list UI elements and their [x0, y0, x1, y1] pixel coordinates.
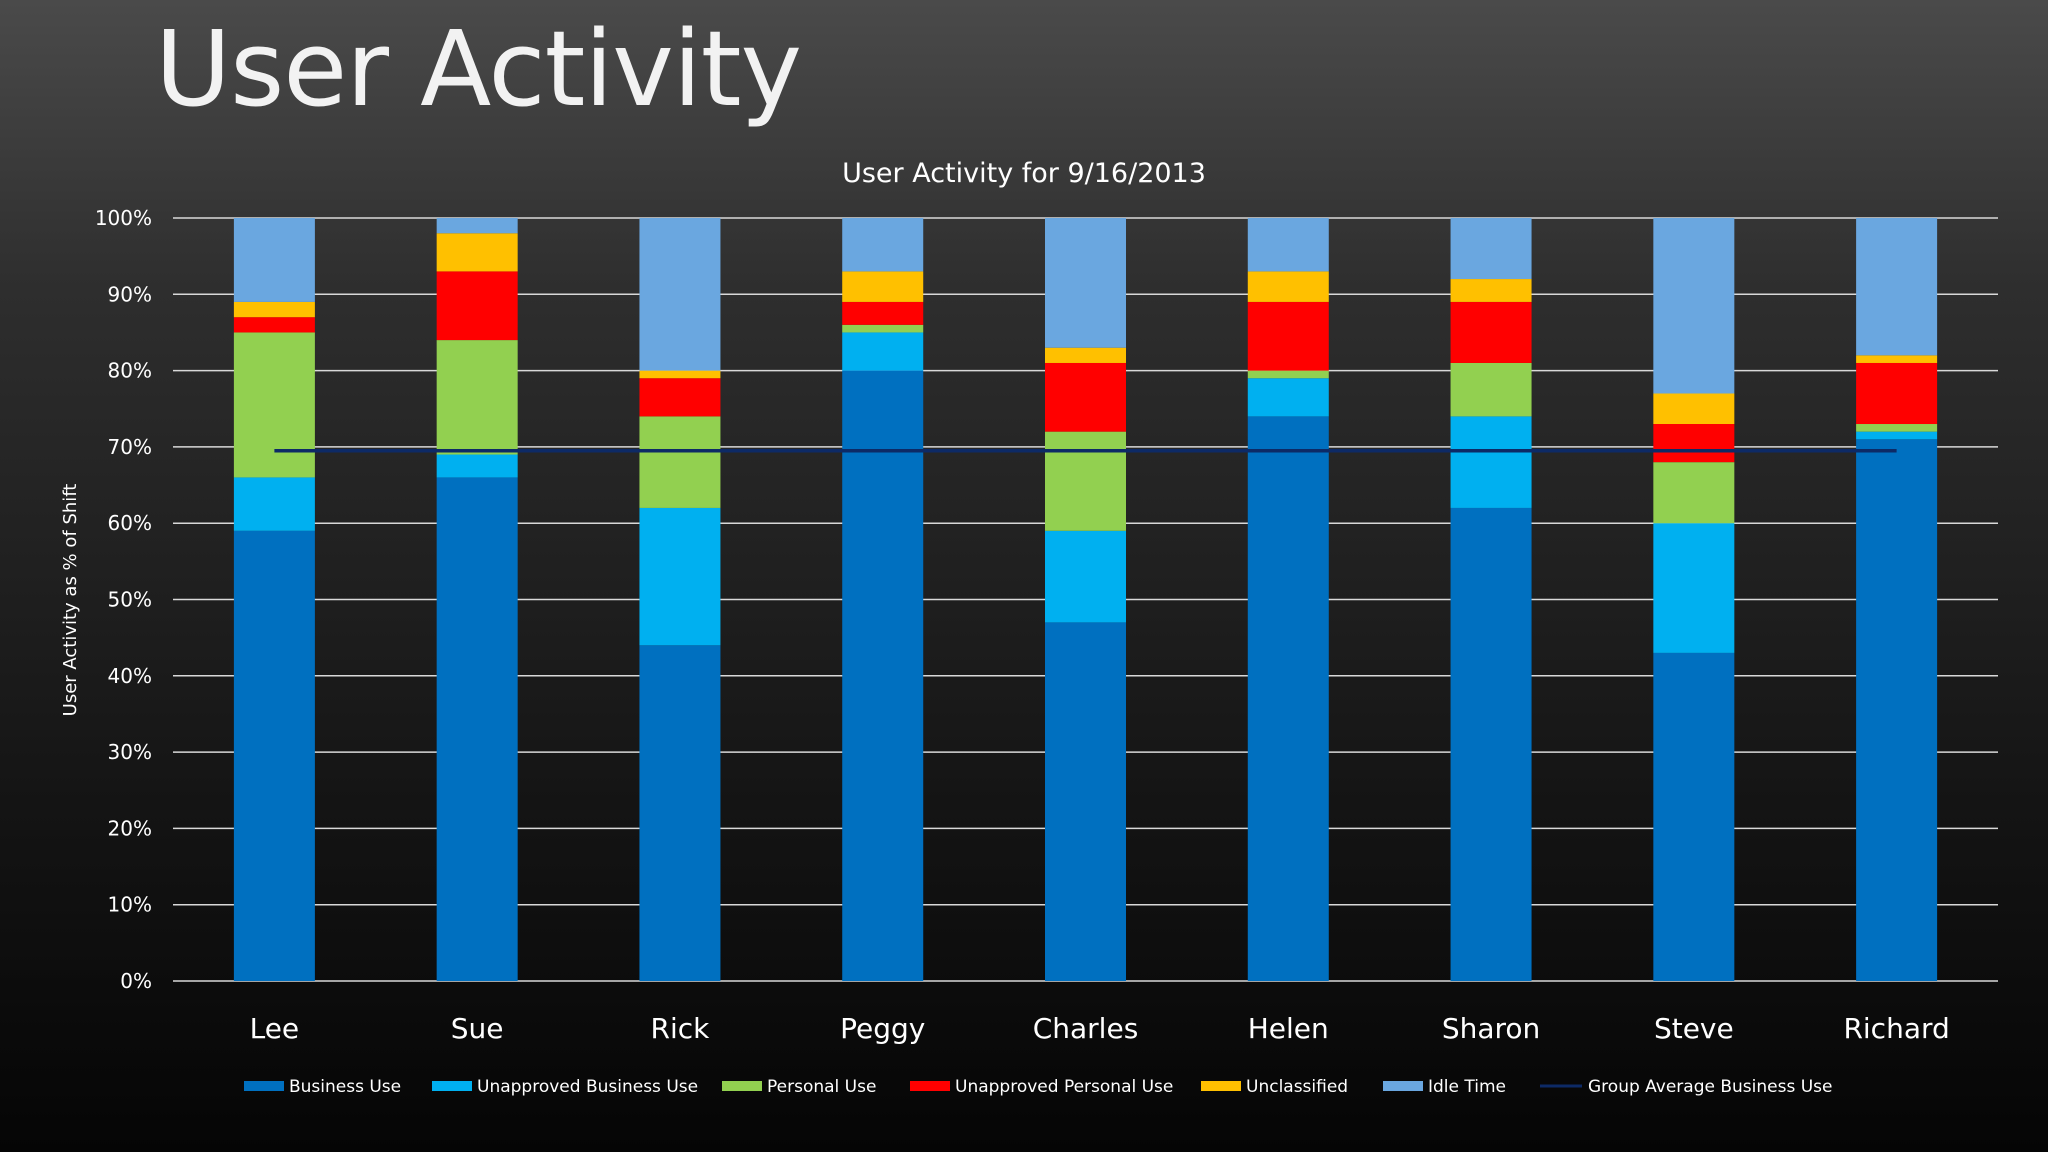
bar-segment: [1653, 523, 1735, 653]
bar-segment: [842, 324, 924, 333]
y-tick-label: 70%: [108, 435, 152, 459]
bar-segment: [233, 218, 315, 302]
x-tick-label: Rick: [651, 1012, 711, 1045]
y-tick-labels: 0% 10% 20% 30% 40% 50% 60% 70% 80% 90% 100%: [95, 206, 152, 993]
bar-segment: [1045, 431, 1126, 531]
legend-swatch: [244, 1081, 284, 1091]
bars: [233, 218, 1938, 982]
bar-segment: [842, 332, 924, 371]
bar-segment: [1045, 218, 1126, 348]
x-tick-label: Richard: [1843, 1012, 1949, 1045]
bar-segment: [233, 530, 315, 981]
bar-segment: [436, 233, 518, 272]
bar-segment: [639, 218, 721, 371]
x-tick-label: Helen: [1248, 1012, 1329, 1045]
bar-segment: [233, 317, 315, 333]
bar-segment: [639, 378, 721, 417]
bar-segment: [842, 271, 924, 302]
bar-segment: [1045, 530, 1126, 623]
bar-segment: [842, 301, 924, 325]
x-tick-label: Peggy: [840, 1012, 925, 1045]
bar-segment: [1653, 218, 1735, 394]
y-tick-label: 0%: [120, 969, 152, 993]
legend-swatch: [1383, 1081, 1423, 1091]
y-tick-label: 40%: [108, 664, 152, 688]
bar-segment: [1247, 301, 1329, 371]
bar-segment: [1247, 416, 1329, 981]
y-tick-label: 90%: [108, 282, 152, 306]
legend-swatch: [1201, 1081, 1241, 1091]
x-tick-label: Charles: [1033, 1012, 1139, 1045]
bar-segment: [639, 416, 721, 508]
bar-segment: [842, 218, 924, 272]
legend-label: Unclassified: [1246, 1077, 1348, 1097]
bar-segment: [1045, 622, 1126, 981]
bar-segment: [233, 301, 315, 318]
y-tick-label: 100%: [95, 206, 152, 230]
x-tick-label: Steve: [1654, 1012, 1734, 1045]
bar-segment: [1247, 370, 1329, 379]
bar-segment: [1653, 652, 1735, 981]
bar-segment: [436, 271, 518, 341]
x-tick-labels: Lee Sue Rick Peggy Charles Helen Sharon Steve Ri…: [250, 1012, 1950, 1045]
bar-segment: [1450, 218, 1532, 280]
x-tick-label: Sue: [451, 1012, 504, 1045]
legend-label: Group Average Business Use: [1588, 1077, 1833, 1097]
bar-segment: [1653, 462, 1735, 524]
bar-segment: [1450, 279, 1532, 302]
chart-title: User Activity for 9/16/2013: [842, 158, 1206, 189]
y-tick-label: 50%: [108, 588, 152, 612]
bar-segment: [1653, 424, 1735, 463]
bar-segment: [1856, 218, 1938, 356]
bar-segment: [1045, 347, 1126, 363]
bar-segment: [1450, 362, 1532, 417]
bar-segment: [436, 477, 518, 981]
x-tick-label: Sharon: [1442, 1012, 1540, 1045]
y-tick-label: 80%: [108, 359, 152, 383]
bar-segment: [1653, 393, 1735, 425]
y-tick-label: 60%: [108, 511, 152, 535]
legend-label: Personal Use: [767, 1077, 876, 1097]
bar-segment: [1856, 439, 1938, 981]
bar-segment: [436, 454, 518, 478]
bar-segment: [639, 507, 721, 646]
legend: Business Use Unapproved Business Use Perso…: [244, 1077, 1833, 1097]
y-tick-label: 20%: [108, 816, 152, 840]
legend-label: Business Use: [289, 1077, 401, 1097]
bar-segment: [1247, 271, 1329, 302]
bar-segment: [1247, 378, 1329, 417]
legend-label: Idle Time: [1428, 1077, 1506, 1097]
bar-segment: [1450, 507, 1532, 981]
bar-segment: [1856, 431, 1938, 440]
bar-segment: [1450, 301, 1532, 363]
bar-segment: [233, 332, 315, 478]
legend-swatch: [722, 1081, 762, 1091]
legend-swatch: [432, 1081, 472, 1091]
legend-label: Unapproved Personal Use: [955, 1077, 1173, 1097]
bar-segment: [436, 218, 518, 234]
bar-segment: [1856, 362, 1938, 425]
legend-swatch: [910, 1081, 950, 1091]
bar-segment: [639, 370, 721, 379]
bar-segment: [1856, 424, 1938, 432]
bar-segment: [233, 477, 315, 531]
bar-segment: [1450, 416, 1532, 508]
bar-segment: [1045, 362, 1126, 432]
bar-segment: [1247, 218, 1329, 272]
bar-segment: [1856, 355, 1938, 363]
bar-segment: [639, 645, 721, 981]
y-tick-label: 10%: [108, 893, 152, 917]
bar-segment: [842, 370, 924, 982]
y-axis-label: User Activity as % of Shift: [60, 484, 81, 717]
y-tick-label: 30%: [108, 740, 152, 764]
x-tick-label: Lee: [250, 1012, 300, 1045]
bar-segment: [436, 340, 518, 455]
slide-title: User Activity: [155, 8, 802, 130]
legend-label: Unapproved Business Use: [477, 1077, 698, 1097]
